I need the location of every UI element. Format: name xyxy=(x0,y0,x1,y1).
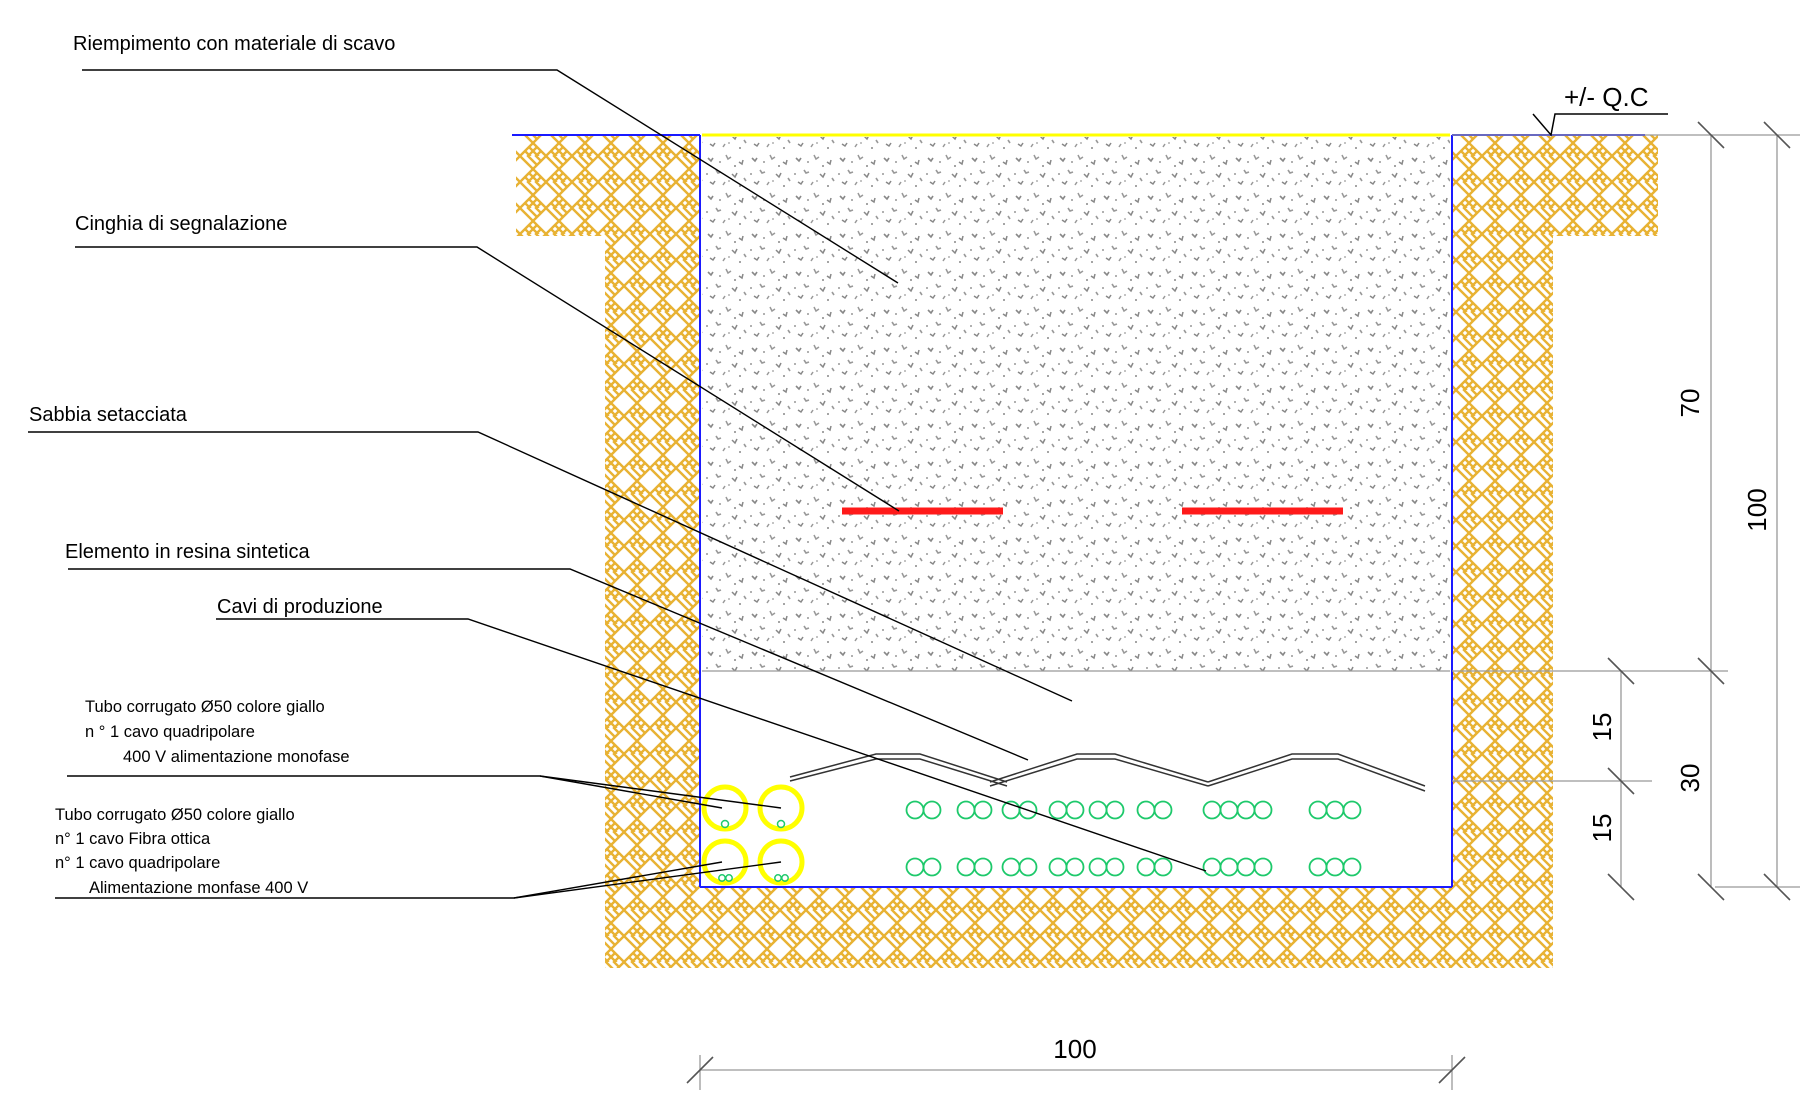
natural-soil xyxy=(516,135,1658,968)
production-cable xyxy=(973,800,993,820)
leader-sabbia xyxy=(28,431,1073,702)
production-cable xyxy=(1153,857,1173,877)
dimension-lines xyxy=(699,134,1800,1090)
leader-lines xyxy=(28,69,1207,899)
conduit-bottom-left xyxy=(701,838,749,886)
label-tubo1-line3: 400 V alimentazione monofase xyxy=(123,748,350,766)
label-resina: Elemento in resina sintetica xyxy=(65,541,310,563)
leader-cinghia xyxy=(75,246,900,512)
production-cable xyxy=(1153,800,1173,820)
dim-100-vertical: 100 xyxy=(1742,488,1772,531)
sieved-sand-layer xyxy=(702,671,1450,885)
dim-100-horizontal: 100 xyxy=(1053,1034,1096,1064)
label-riempimento: Riempimento con materiale di scavo xyxy=(73,33,395,55)
production-cable xyxy=(1105,800,1125,820)
conduit-bottom-right xyxy=(757,838,805,886)
production-cable xyxy=(1018,857,1038,877)
qc-label: +/- Q.C xyxy=(1564,82,1649,112)
production-cable xyxy=(1018,800,1038,820)
production-cable xyxy=(1342,800,1362,820)
label-tubo1-line2: n ° 1 cavo quadripolare xyxy=(85,723,255,741)
label-tubo2-line4: Alimentazione monfase 400 V xyxy=(89,879,308,897)
label-tubo2-line3: n° 1 cavo quadripolare xyxy=(55,854,220,872)
leader-tubo2-b xyxy=(513,861,782,899)
leader-resina xyxy=(68,568,1029,761)
label-tubo2-line2: n° 1 cavo Fibra ottica xyxy=(55,830,211,848)
label-cavi: Cavi di produzione xyxy=(217,596,383,618)
conduit-group xyxy=(701,784,805,886)
label-tubo2-line1: Tubo corrugato Ø50 colore giallo xyxy=(55,806,295,824)
label-sabbia: Sabbia setacciata xyxy=(29,404,188,426)
excavation-backfill xyxy=(702,137,1450,671)
dim-15-bottom: 15 xyxy=(1587,814,1617,843)
production-cable xyxy=(1105,857,1125,877)
production-cable xyxy=(973,857,993,877)
trench-outline xyxy=(512,134,1645,888)
production-cable xyxy=(1253,857,1273,877)
synthetic-resin-element xyxy=(789,753,1426,792)
leader-cavi xyxy=(216,618,1207,872)
dim-30: 30 xyxy=(1675,764,1705,793)
conduit-top-left xyxy=(701,784,749,832)
conduit-top-right xyxy=(757,784,805,832)
production-cable xyxy=(1253,800,1273,820)
label-cinghia: Cinghia di segnalazione xyxy=(75,213,287,235)
production-cable xyxy=(1065,800,1085,820)
dim-15-top: 15 xyxy=(1587,713,1617,742)
production-cables xyxy=(905,800,1362,877)
production-cable xyxy=(922,857,942,877)
leader-tubo1-b xyxy=(539,775,782,809)
label-tubo1-line1: Tubo corrugato Ø50 colore giallo xyxy=(85,698,325,716)
production-cable xyxy=(1065,857,1085,877)
labels: Riempimento con materiale di scavo Cingh… xyxy=(29,33,395,897)
qc-marker xyxy=(1532,113,1668,137)
dimension-ticks xyxy=(686,121,1791,1084)
dim-70: 70 xyxy=(1675,389,1705,418)
production-cable xyxy=(1342,857,1362,877)
dimension-labels: +/- Q.C 70 100 15 30 15 100 xyxy=(1053,82,1772,1064)
leader-riempimento xyxy=(82,69,899,284)
production-cable xyxy=(922,800,942,820)
